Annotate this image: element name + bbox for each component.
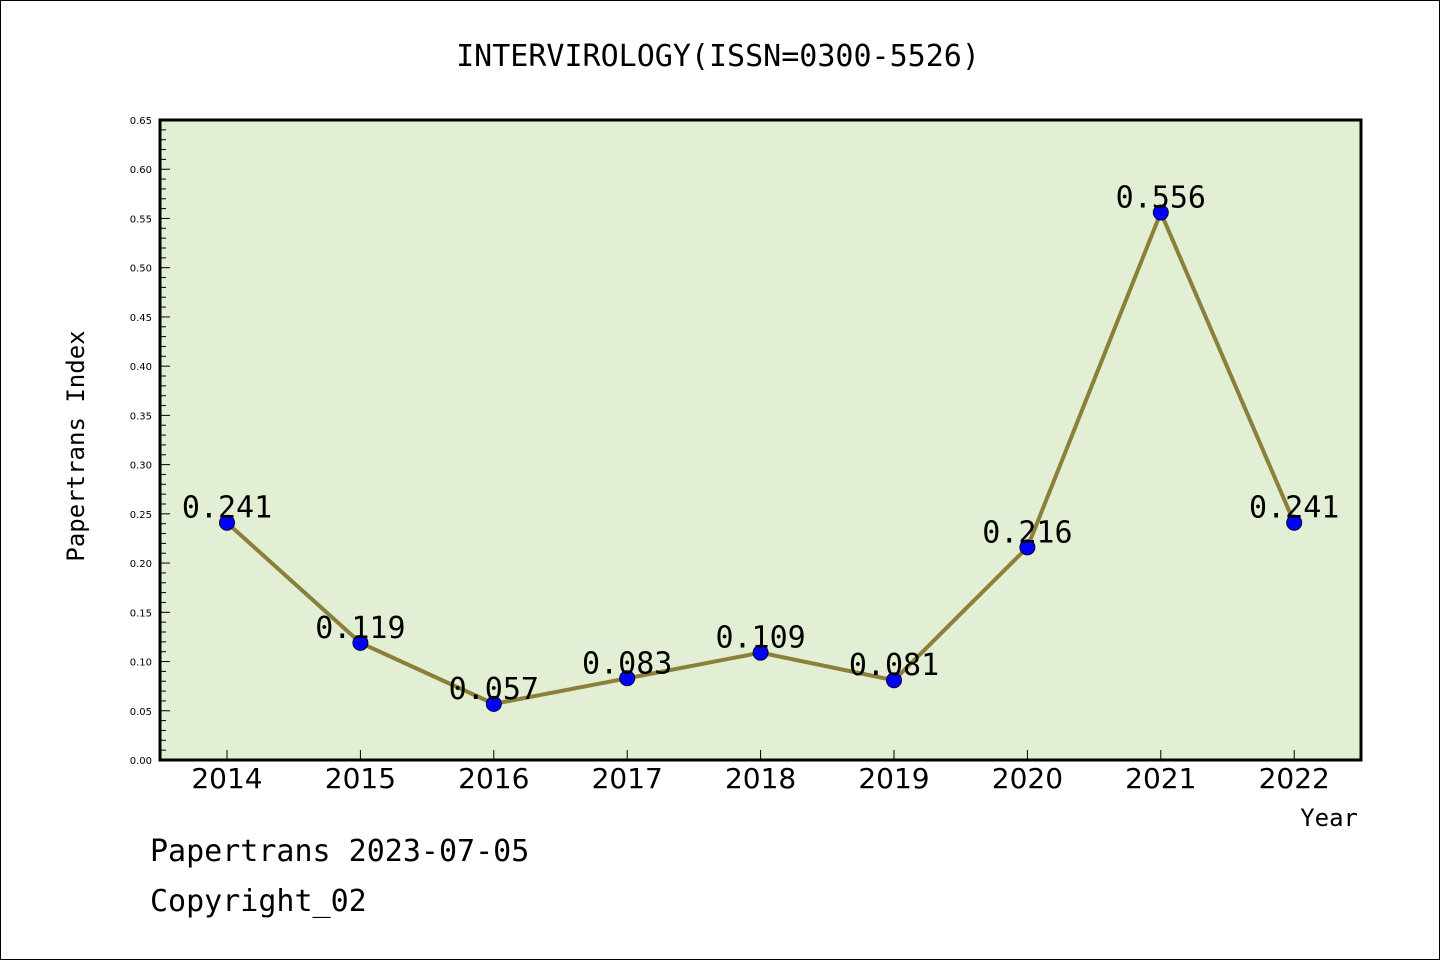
- data-label: 0.216: [982, 515, 1072, 550]
- data-point: [619, 670, 636, 687]
- y-tick-label: 0.55: [130, 214, 152, 225]
- x-tick-label: 2021: [1125, 762, 1196, 795]
- footer-copyright: Copyright_02: [150, 884, 367, 919]
- data-label: 0.241: [1249, 491, 1339, 526]
- y-tick-label: 0.45: [130, 313, 152, 324]
- data-label: 0.119: [315, 611, 405, 646]
- x-tick-label: 2015: [325, 762, 396, 795]
- series-index: 0.241 0.119 0.057 0.083 0.109 0.081 0.216 0.556…: [182, 181, 1339, 712]
- x-tick-label: 2018: [725, 762, 796, 795]
- y-tick-label: 0.00: [130, 756, 152, 767]
- x-tick-label: 2017: [592, 762, 663, 795]
- x-axis-title: Year: [1300, 804, 1358, 832]
- data-label: 0.556: [1116, 181, 1206, 216]
- data-label: 0.057: [449, 672, 539, 707]
- y-tick-label: 0.25: [130, 510, 152, 521]
- y-tick-label: 0.60: [130, 165, 152, 176]
- y-tick-label: 0.65: [130, 116, 152, 127]
- x-tick-label: 2016: [458, 762, 529, 795]
- y-tick-label: 0.50: [130, 264, 152, 275]
- footer-date: Papertrans 2023-07-05: [150, 834, 530, 869]
- data-label: 0.081: [849, 648, 939, 683]
- x-tick-label: 2022: [1259, 762, 1330, 795]
- y-tick-label: 0.15: [130, 608, 152, 619]
- x-tick-label: 2019: [858, 762, 929, 795]
- data-label: 0.241: [182, 491, 272, 526]
- y-tick-label: 0.05: [130, 707, 152, 718]
- y-tick-label: 0.10: [130, 658, 152, 669]
- y-tick-label: 0.40: [130, 362, 152, 373]
- x-axis: 2014 2015 2016 2017 2018 2019 2020 2021 2022: [191, 750, 1330, 795]
- y-axis-title: Papertrans Index: [62, 330, 90, 561]
- y-axis: 0.00 0.05 0.10 0.15 0.20 0.25 0.30 0.35 0.40 0.45…: [130, 116, 170, 767]
- data-label: 0.109: [715, 621, 805, 656]
- plot-area: [158, 118, 1363, 762]
- data-point: [1152, 204, 1169, 221]
- data-point: [1286, 514, 1303, 531]
- chart-title: INTERVIROLOGY(ISSN=0300-5526): [456, 39, 980, 74]
- x-tick-label: 2020: [992, 762, 1063, 795]
- x-tick-label: 2014: [191, 762, 262, 795]
- y-tick-label: 0.35: [130, 411, 152, 422]
- data-point: [752, 644, 769, 661]
- data-point: [886, 672, 902, 689]
- data-point: [219, 514, 235, 531]
- y-tick-label: 0.20: [130, 559, 152, 570]
- data-point: [1019, 539, 1036, 556]
- y-tick-label: 0.30: [130, 461, 152, 472]
- data-point: [485, 695, 502, 712]
- data-point: [352, 634, 369, 651]
- data-label: 0.083: [582, 646, 672, 681]
